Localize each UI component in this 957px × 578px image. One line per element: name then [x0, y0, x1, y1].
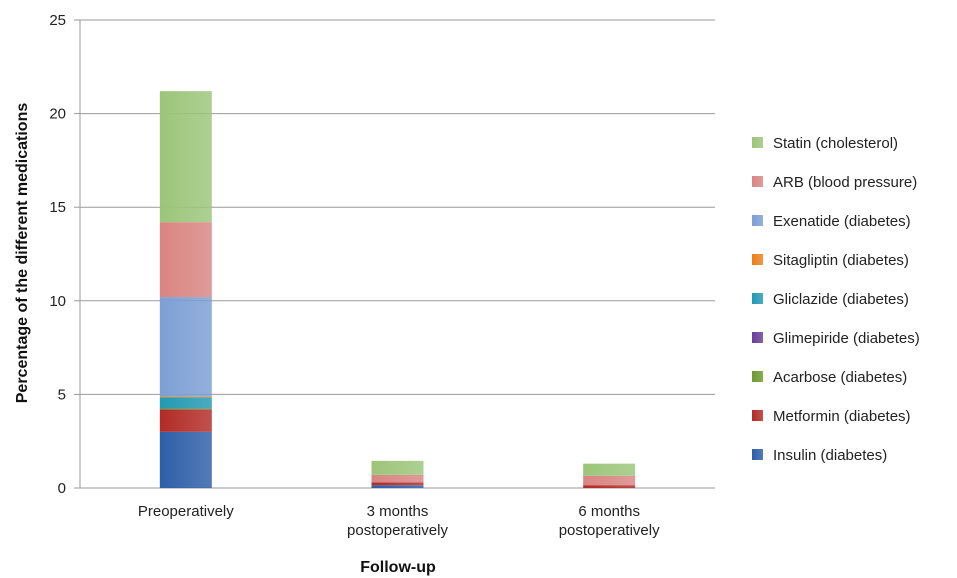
- bar-segment: [159, 431, 212, 488]
- y-tick-label: 0: [58, 480, 66, 497]
- bar-segment: [371, 485, 424, 488]
- legend-label: Gliclazide (diabetes): [773, 291, 909, 308]
- bar-segment: [159, 397, 212, 409]
- y-tick-label: 20: [49, 106, 66, 123]
- bars: [159, 91, 636, 488]
- legend-swatch: [752, 449, 763, 460]
- legend: Statin (cholesterol) ARB (blood pressure)…: [752, 135, 920, 464]
- bar-segment: [159, 91, 212, 223]
- bar-segment: [371, 482, 424, 486]
- y-tick-label: 10: [49, 293, 66, 310]
- legend-label: Sitagliptin (diabetes): [773, 252, 909, 269]
- bar-segment: [159, 408, 212, 410]
- x-axis-title: Follow-up: [360, 559, 436, 576]
- legend-swatch: [752, 410, 763, 421]
- legend-swatch: [752, 137, 763, 148]
- x-tick-label: 6 months postoperatively: [559, 503, 660, 539]
- bar-segment: [583, 485, 636, 488]
- legend-label: Exenatide (diabetes): [773, 213, 911, 230]
- bar-segment: [159, 297, 212, 397]
- y-axis-title: Percentage of the different medications: [14, 103, 31, 404]
- legend-swatch: [752, 254, 763, 265]
- x-tick-label: 3 months postoperatively: [347, 503, 448, 539]
- bar-segment: [583, 475, 636, 486]
- legend-label: ARB (blood pressure): [773, 174, 917, 191]
- x-tick-label: Preoperatively: [138, 503, 234, 520]
- y-tick-label: 25: [49, 12, 66, 29]
- legend-swatch: [752, 176, 763, 187]
- bar-segment: [371, 460, 424, 475]
- legend-swatch: [752, 215, 763, 226]
- y-tick-label: 15: [49, 199, 66, 216]
- bar-segment: [583, 463, 636, 476]
- y-axis-ticks: 0 5 10 15 20 25: [49, 12, 66, 497]
- legend-swatch: [752, 371, 763, 382]
- bar-segment: [159, 396, 212, 398]
- legend-label: Insulin (diabetes): [773, 447, 887, 464]
- x-axis-ticks: Preoperatively 3 months postoperatively 6 m…: [138, 503, 660, 539]
- legend-label: Acarbose (diabetes): [773, 369, 907, 386]
- bar-segment: [159, 222, 212, 298]
- y-tick-label: 5: [58, 386, 66, 403]
- legend-label: Metformin (diabetes): [773, 408, 911, 425]
- legend-swatch: [752, 293, 763, 304]
- legend-swatch: [752, 332, 763, 343]
- bar-segment: [159, 409, 212, 432]
- legend-label: Statin (cholesterol): [773, 135, 898, 152]
- bar-segment: [371, 474, 424, 483]
- legend-label: Glimepiride (diabetes): [773, 330, 920, 347]
